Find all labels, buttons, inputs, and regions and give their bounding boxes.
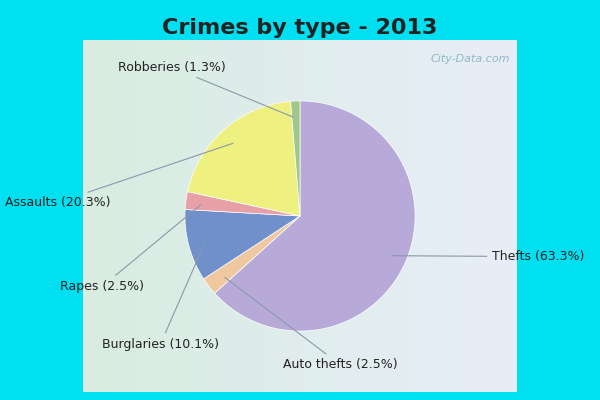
Text: Auto thefts (2.5%): Auto thefts (2.5%) — [225, 277, 398, 372]
Wedge shape — [185, 210, 300, 279]
Wedge shape — [188, 101, 300, 216]
Wedge shape — [290, 101, 300, 216]
Text: Rapes (2.5%): Rapes (2.5%) — [61, 204, 201, 293]
Wedge shape — [185, 192, 300, 216]
Wedge shape — [215, 101, 415, 331]
Text: Burglaries (10.1%): Burglaries (10.1%) — [102, 244, 219, 351]
Text: Assaults (20.3%): Assaults (20.3%) — [5, 143, 233, 209]
Text: Robberies (1.3%): Robberies (1.3%) — [118, 60, 293, 117]
Text: City-Data.com: City-Data.com — [430, 54, 510, 64]
Wedge shape — [203, 216, 300, 293]
Text: Crimes by type - 2013: Crimes by type - 2013 — [163, 18, 437, 38]
Text: Thefts (63.3%): Thefts (63.3%) — [392, 250, 584, 263]
